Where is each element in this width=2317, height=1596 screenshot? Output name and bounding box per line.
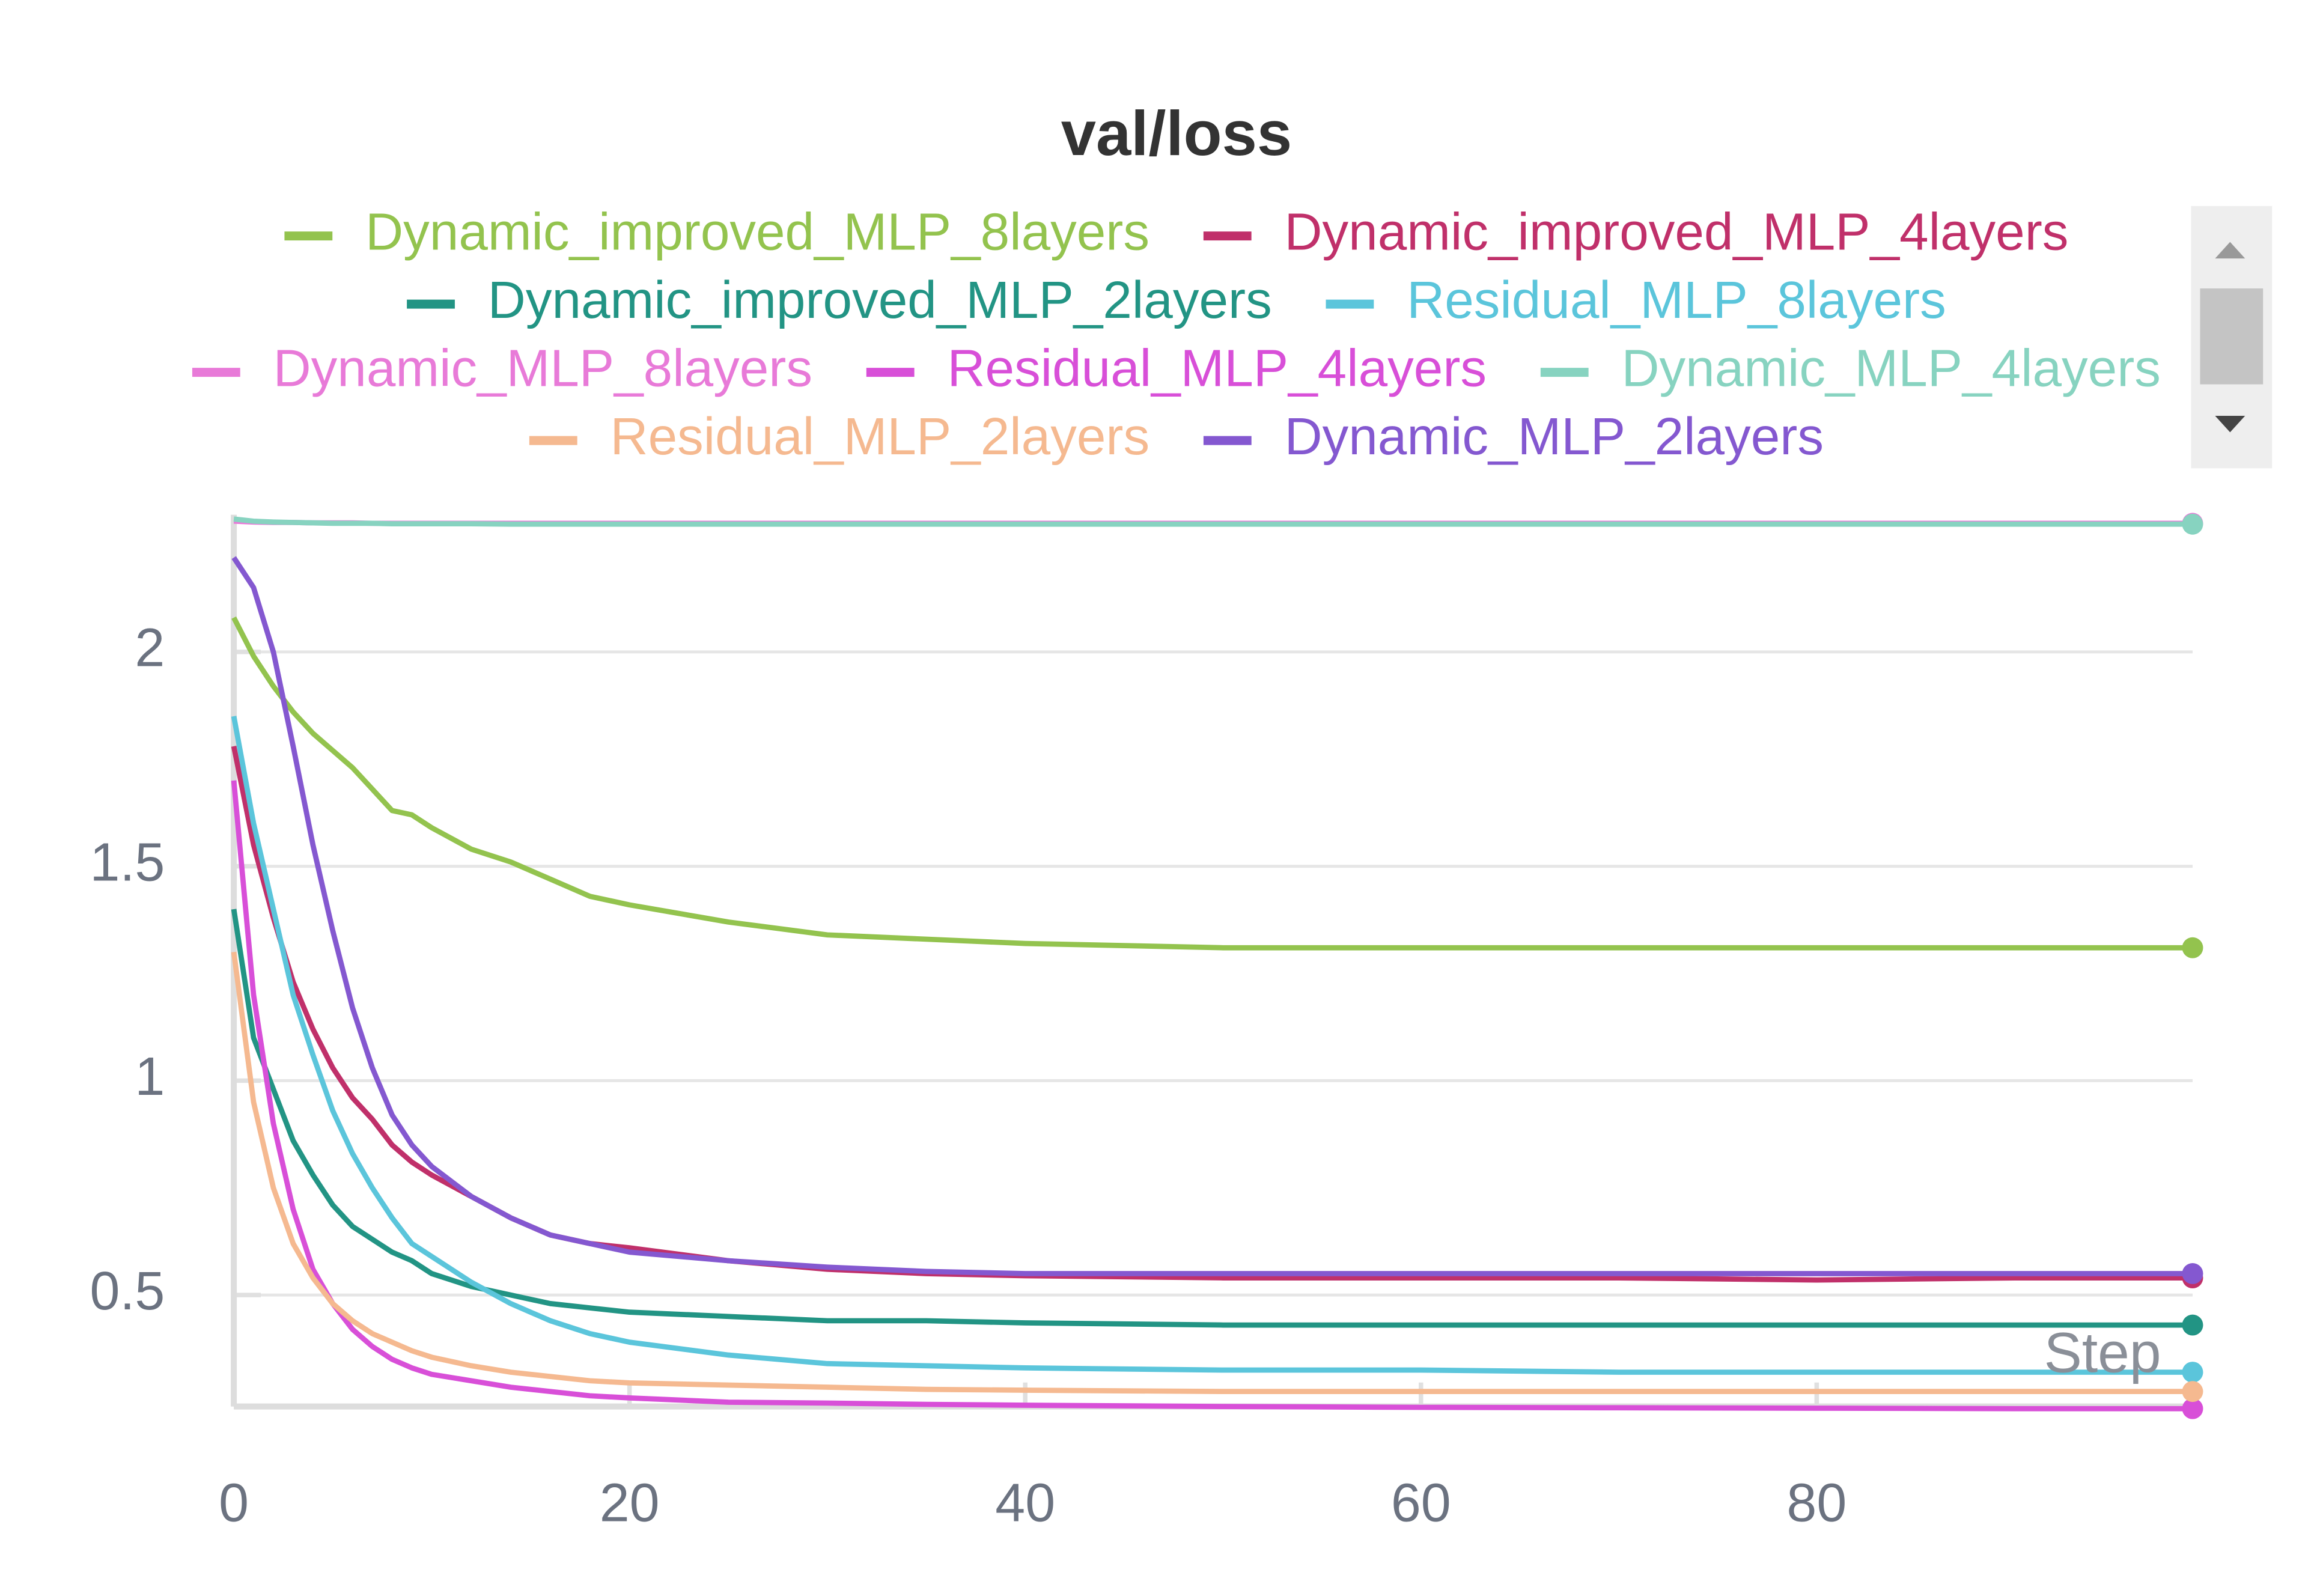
legend-row: Dynamic_improved_MLP_2layers Residual_MLP… [407, 271, 1946, 329]
legend-row: Residual_MLP_2layers Dynamic_MLP_2layers [529, 407, 1824, 466]
legend-item[interactable]: Dynamic_MLP_2layers [1203, 407, 1824, 466]
end-point [2182, 1314, 2203, 1336]
series-line [231, 746, 2193, 1283]
legend-label: Dynamic_MLP_8layers [273, 340, 812, 398]
series-line [231, 716, 2193, 1375]
plot [231, 513, 2203, 1419]
x-tick-label: 40 [995, 1473, 1055, 1533]
end-point [2182, 1381, 2203, 1403]
legend-row: Dynamic_MLP_8layers Residual_MLP_4layers D… [192, 340, 2161, 398]
series-line [231, 951, 2193, 1395]
x-axis-label: Step [2044, 1321, 2161, 1384]
series-line [231, 616, 2193, 951]
y-tick-label: 1 [135, 1047, 165, 1107]
end-point [2182, 1262, 2203, 1284]
legend-row: Dynamic_improved_MLP_8layers Dynamic_impr… [284, 203, 2068, 261]
x-tick-label: 60 [1391, 1473, 1451, 1533]
scroll-down[interactable] [2215, 415, 2245, 433]
legend-item[interactable]: Residual_MLP_2layers [529, 407, 1149, 466]
legend-label: Dynamic_MLP_2layers [1285, 407, 1824, 466]
scroll-thumb[interactable] [2200, 288, 2264, 385]
legend-label: Dynamic_improved_MLP_4layers [1285, 203, 2069, 261]
series-line [231, 780, 2193, 1412]
end-point [2182, 1398, 2203, 1419]
legend-item[interactable]: Dynamic_improved_MLP_4layers [1203, 203, 2069, 261]
y-tick-label: 1.5 [90, 832, 165, 892]
series-line [231, 909, 2193, 1328]
grid: 0.511.520 20 40 60 80 [90, 514, 2193, 1533]
legend-item[interactable]: Dynamic_improved_MLP_8layers [284, 203, 1149, 261]
x-tick-label: 0 [219, 1473, 249, 1533]
legend-item[interactable]: Dynamic_MLP_8layers [192, 340, 812, 398]
series-line [233, 516, 2193, 527]
end-point [2182, 937, 2203, 958]
legend-label: Residual_MLP_2layers [610, 407, 1150, 466]
y-tick-label: 2 [135, 618, 165, 678]
legend: Dynamic_improved_MLP_8layers Dynamic_impr… [192, 203, 2161, 466]
legend-item[interactable]: Residual_MLP_4layers [866, 340, 1487, 398]
end-point [2182, 1362, 2203, 1383]
y-tick-label: 0.5 [90, 1261, 165, 1321]
legend-item[interactable]: Dynamic_improved_MLP_2layers [407, 271, 1272, 329]
legend-label: Dynamic_improved_MLP_8layers [365, 203, 1149, 261]
legend-label: Residual_MLP_4layers [948, 340, 1487, 398]
legend-label: Residual_MLP_8layers [1407, 271, 1946, 329]
x-tick-label: 80 [1786, 1473, 1847, 1533]
legend-label: Dynamic_improved_MLP_2layers [488, 271, 1272, 329]
scroll-up[interactable] [2215, 242, 2245, 259]
end-point [2182, 513, 2203, 535]
legend-scrollbar[interactable] [2191, 206, 2273, 469]
x-tick-label: 20 [600, 1473, 660, 1533]
legend-label: Dynamic_MLP_4layers [1622, 340, 2161, 398]
legend-item[interactable]: Dynamic_MLP_4layers [1540, 340, 2161, 398]
chart-title: val/loss [1061, 99, 1292, 169]
legend-item[interactable]: Residual_MLP_8layers [1326, 271, 1946, 329]
series-line [231, 556, 2193, 1276]
